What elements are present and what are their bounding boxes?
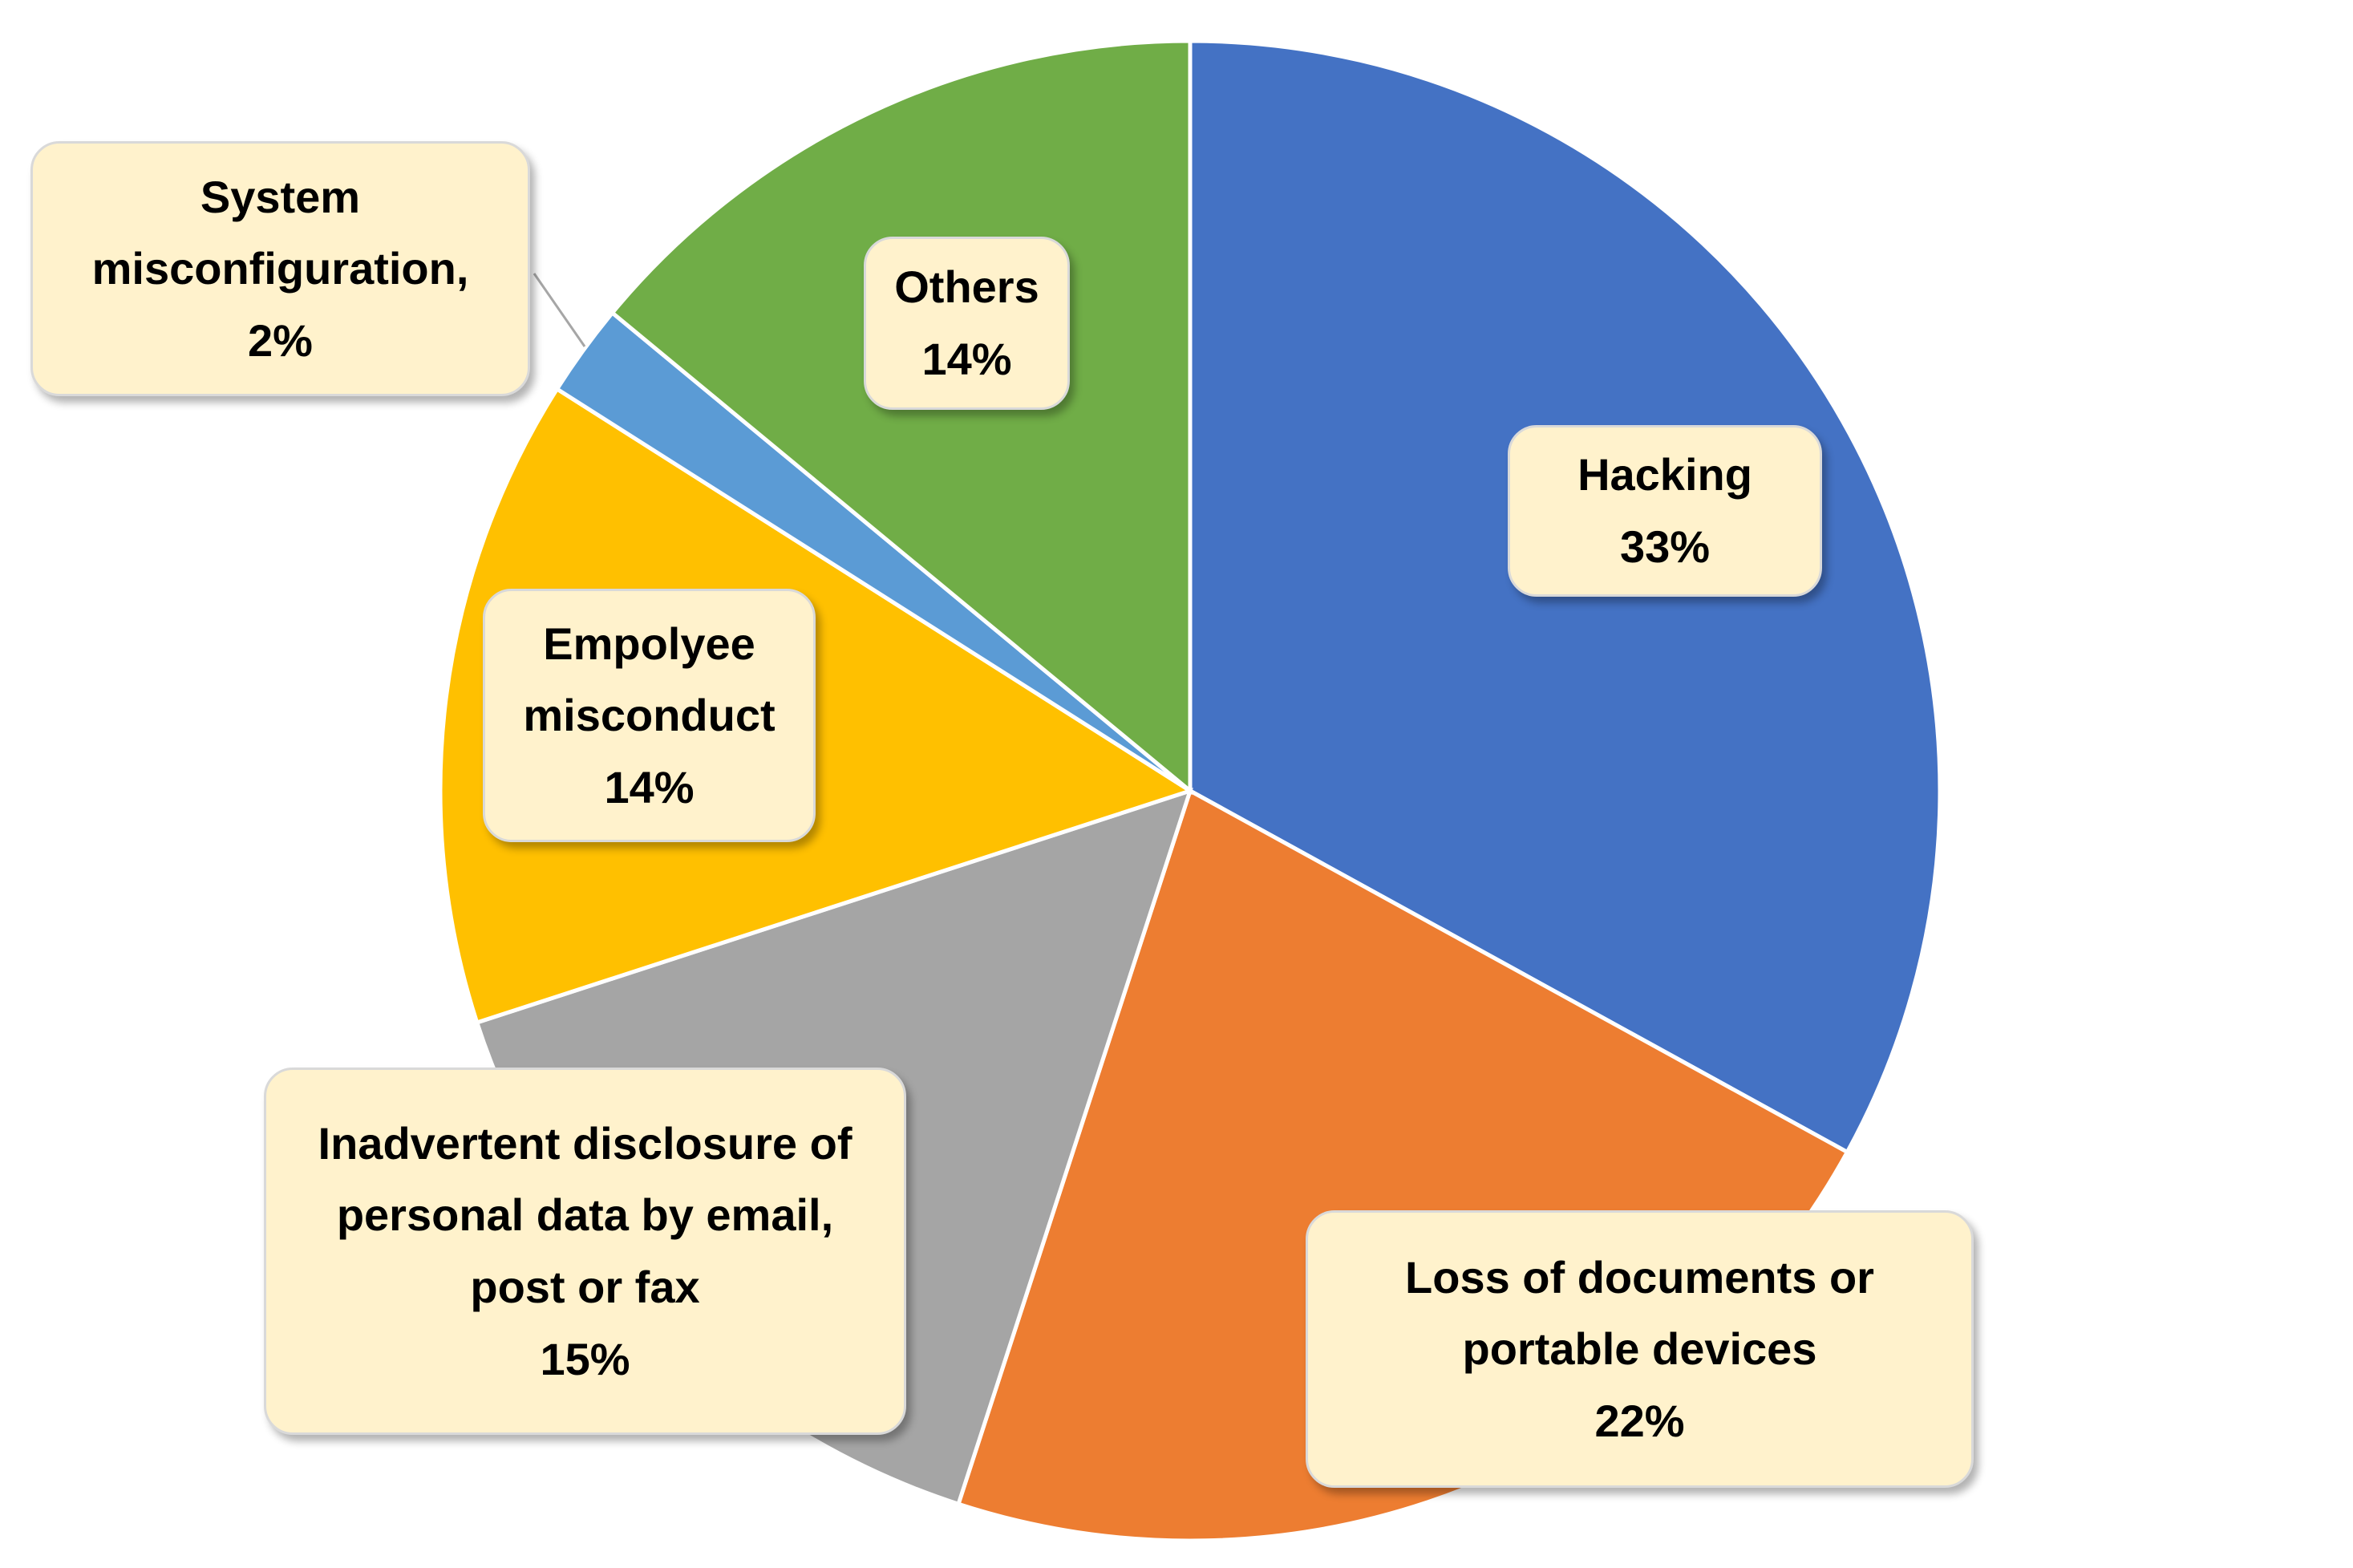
category-label: Others <box>894 261 1039 313</box>
value-label: 15% <box>540 1333 630 1384</box>
pie-slice <box>610 38 1193 796</box>
value-label: 33% <box>1619 521 1711 572</box>
category-label: Loss of documents or portable devices <box>1405 1251 1874 1375</box>
value-label: 2% <box>248 314 313 366</box>
category-label: Hacking <box>1577 449 1752 500</box>
value-label: 14% <box>921 334 1012 384</box>
data-label: Hacking 33% <box>1508 425 1822 597</box>
category-label: Inadvertent disclosure of personal data … <box>318 1117 853 1312</box>
category-label: Empolyee misconduct <box>523 618 776 741</box>
category-label: System misconfiguration, <box>91 171 469 294</box>
data-label: Others 14% <box>864 237 1070 410</box>
data-label: Inadvertent disclosure of personal data … <box>264 1068 906 1435</box>
data-label: Empolyee misconduct 14% <box>483 589 816 842</box>
value-label: 14% <box>604 761 695 812</box>
value-label: 22% <box>1594 1395 1685 1446</box>
leader-line <box>533 273 586 347</box>
data-label: Loss of documents or portable devices 22% <box>1306 1210 1974 1488</box>
data-label: System misconfiguration, 2% <box>30 141 530 396</box>
